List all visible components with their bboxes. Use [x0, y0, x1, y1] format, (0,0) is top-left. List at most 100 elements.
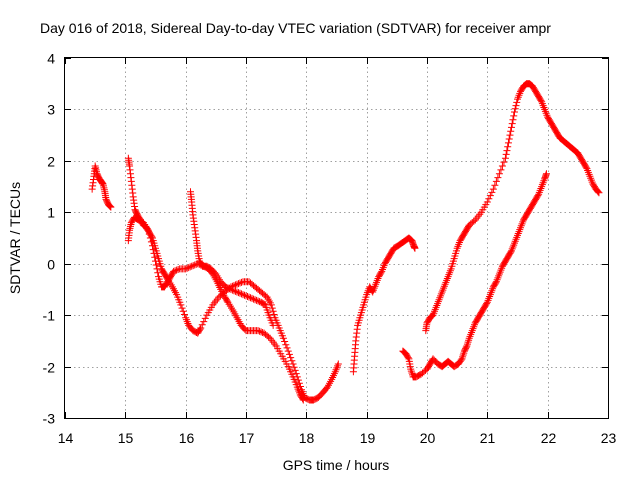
data-point: [259, 329, 267, 336]
data-point: [254, 327, 262, 335]
series-seg-d2: [422, 80, 603, 335]
plot-frame: [64, 57, 609, 419]
data-point: [257, 328, 265, 336]
data-point: [186, 263, 194, 271]
x-tick-label: 23: [601, 430, 617, 446]
data-point: [489, 185, 497, 193]
data-point: [299, 395, 307, 403]
data-point: [237, 290, 245, 298]
data-point: [504, 139, 512, 147]
data-point: [233, 280, 241, 288]
data-point: [244, 293, 252, 300]
data-point: [106, 203, 114, 210]
data-point: [231, 287, 239, 295]
data-point: [254, 297, 262, 305]
data-point: [210, 299, 218, 307]
x-tick-label: 21: [480, 430, 496, 446]
data-point: [504, 143, 512, 151]
data-point: [289, 360, 297, 368]
data-point: [290, 363, 298, 371]
data-point: [251, 296, 259, 304]
data-point: [179, 307, 187, 315]
data-point: [237, 278, 245, 286]
data-point: [269, 321, 277, 329]
data-point: [240, 291, 248, 299]
data-point: [457, 356, 465, 364]
y-tick-label: -2: [43, 360, 56, 376]
grid: [65, 58, 608, 418]
data-point: [242, 292, 250, 300]
data-point: [507, 127, 515, 135]
data-point: [498, 162, 506, 170]
data-point: [542, 170, 550, 178]
data-point: [183, 264, 191, 272]
data-point: [271, 340, 279, 348]
data-point: [152, 257, 159, 265]
data-point: [107, 203, 115, 211]
data-point: [501, 154, 509, 162]
data-point: [288, 357, 296, 365]
data-point: [170, 267, 178, 275]
x-tick-label: 22: [541, 430, 557, 446]
y-tick-label: 4: [47, 51, 55, 67]
data-point: [486, 192, 494, 200]
data-point: [234, 280, 242, 288]
data-point: [476, 210, 484, 218]
data-point: [145, 230, 153, 238]
y-tick-label: 3: [47, 102, 55, 118]
y-axis-label: SDTVAR / TECUs: [7, 182, 23, 294]
data-point: [404, 354, 412, 362]
data-point: [201, 314, 209, 322]
data-point: [177, 301, 185, 309]
data-point: [269, 338, 277, 346]
data-point: [174, 266, 182, 273]
data-point: [462, 343, 470, 351]
data-point: [281, 338, 289, 345]
data-point: [173, 266, 181, 274]
data-point: [196, 325, 204, 333]
data-point: [151, 253, 159, 261]
y-tick-label: 2: [47, 154, 55, 170]
data-point: [180, 311, 188, 318]
data-point: [502, 150, 510, 158]
data-point: [106, 202, 114, 210]
data-point: [268, 336, 276, 344]
data-point: [534, 192, 542, 200]
data-point: [485, 195, 493, 203]
data-point: [270, 311, 278, 318]
y-tick-label: -1: [43, 308, 56, 324]
data-point: [292, 370, 300, 378]
data-point: [185, 264, 193, 272]
data-point: [494, 174, 502, 182]
data-point: [513, 98, 521, 106]
data-point: [150, 249, 158, 257]
data-point: [248, 294, 256, 302]
data-point: [500, 158, 508, 166]
data-point: [200, 318, 208, 326]
data-point: [198, 261, 206, 269]
data-point: [236, 289, 244, 297]
data-point: [282, 341, 290, 349]
data-point: [245, 293, 253, 301]
data-point: [492, 177, 500, 185]
data-point: [171, 267, 179, 275]
y-tick-label: 0: [47, 257, 55, 273]
data-point: [279, 334, 287, 342]
x-tick-label: 16: [179, 430, 195, 446]
x-tick-label: 14: [58, 430, 74, 446]
data-point: [234, 289, 242, 297]
data-point: [492, 279, 500, 287]
data-point: [230, 287, 238, 295]
data-point: [231, 281, 239, 289]
data-point: [507, 123, 515, 131]
data-point: [295, 379, 303, 387]
series-seg-b3: [186, 188, 277, 329]
data-point: [146, 234, 154, 242]
data-point: [147, 238, 155, 246]
series-seg-b1: [124, 154, 342, 404]
series-seg-a: [88, 162, 115, 211]
x-tick-label: 20: [420, 430, 436, 446]
data-point: [228, 286, 236, 294]
